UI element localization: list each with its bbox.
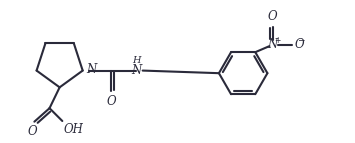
Text: −: −	[297, 35, 305, 44]
Text: H: H	[132, 56, 141, 65]
Text: O: O	[106, 96, 116, 109]
Text: OH: OH	[64, 123, 84, 136]
Text: O: O	[294, 38, 304, 51]
Text: O: O	[268, 10, 278, 23]
Text: O: O	[28, 125, 37, 138]
Text: N: N	[268, 38, 278, 51]
Text: N: N	[86, 63, 96, 76]
Text: N: N	[131, 64, 142, 77]
Text: +: +	[274, 36, 281, 45]
